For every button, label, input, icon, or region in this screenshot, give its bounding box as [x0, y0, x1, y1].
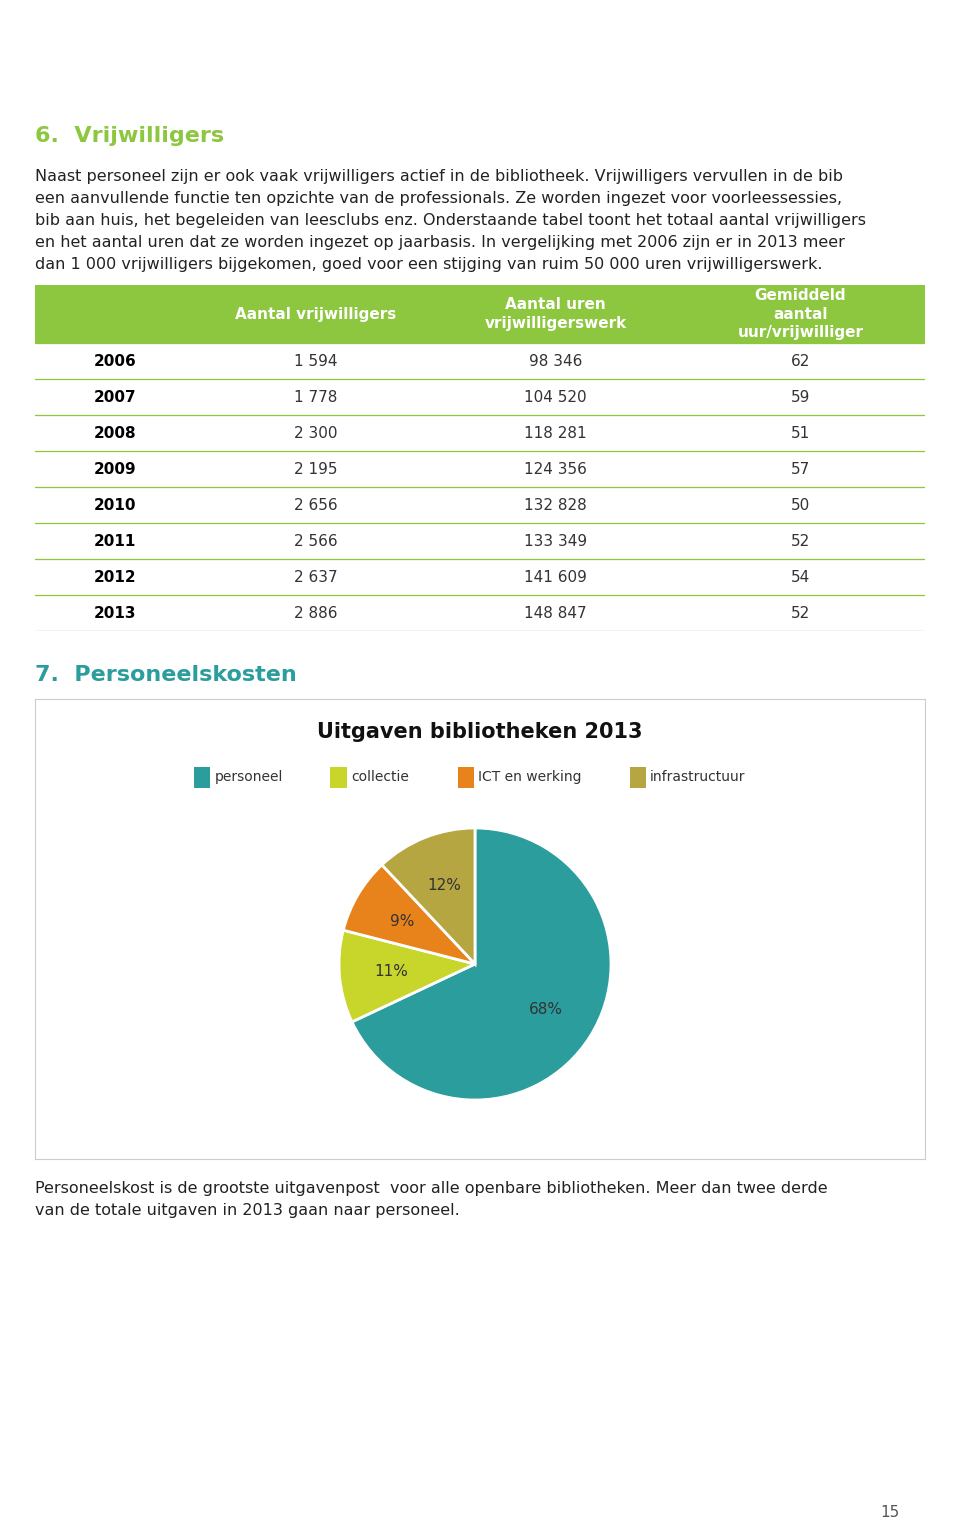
- Text: 51: 51: [791, 425, 810, 441]
- Text: 133 349: 133 349: [524, 533, 588, 548]
- FancyBboxPatch shape: [35, 522, 925, 559]
- Text: 68%: 68%: [529, 1001, 564, 1017]
- Text: el Werk: el Werk: [806, 86, 901, 106]
- Text: 2007: 2007: [94, 390, 136, 404]
- Text: 2 195: 2 195: [294, 461, 337, 476]
- Text: 1 594: 1 594: [294, 353, 337, 369]
- Text: collectie: collectie: [351, 770, 409, 785]
- FancyBboxPatch shape: [35, 559, 925, 594]
- Text: Aantal vrijwilligers: Aantal vrijwilligers: [235, 307, 396, 321]
- Bar: [458, 766, 474, 788]
- Text: 50: 50: [791, 498, 810, 513]
- Text: Uitgaven bibliotheken 2013: Uitgaven bibliotheken 2013: [317, 722, 643, 742]
- Text: 11%: 11%: [374, 965, 408, 980]
- Text: 98 346: 98 346: [529, 353, 583, 369]
- Text: Aantal uren
vrijwilligerswerk: Aantal uren vrijwilligerswerk: [485, 296, 627, 330]
- Text: 15: 15: [880, 1505, 900, 1521]
- FancyBboxPatch shape: [35, 452, 925, 487]
- Text: 2006: 2006: [94, 353, 136, 369]
- Text: agentschap: agentschap: [828, 17, 880, 26]
- Text: Gemiddeld
aantal
uur/vrijwilliger: Gemiddeld aantal uur/vrijwilliger: [737, 287, 863, 339]
- Wedge shape: [339, 931, 475, 1021]
- Text: 118 281: 118 281: [524, 425, 587, 441]
- Text: 2013: 2013: [94, 605, 136, 621]
- Text: 52: 52: [791, 533, 810, 548]
- Text: 148 847: 148 847: [524, 605, 587, 621]
- Text: Culture: Culture: [807, 61, 900, 81]
- Text: 6.  Vrijwilligers: 6. Vrijwilligers: [35, 126, 224, 146]
- Text: 2 566: 2 566: [294, 533, 337, 548]
- Bar: [330, 766, 347, 788]
- Text: 54: 54: [791, 570, 810, 585]
- Bar: [630, 766, 645, 788]
- Text: 7.  Personeelskosten: 7. Personeelskosten: [35, 665, 297, 685]
- Text: 2008: 2008: [94, 425, 136, 441]
- Text: en het aantal uren dat ze worden ingezet op jaarbasis. In vergelijking met 2006 : en het aantal uren dat ze worden ingezet…: [35, 235, 845, 250]
- Text: 2 886: 2 886: [294, 605, 337, 621]
- Text: Naast personeel zijn er ook vaak vrijwilligers actief in de bibliotheek. Vrijwil: Naast personeel zijn er ook vaak vrijwil…: [35, 169, 843, 184]
- Text: 132 828: 132 828: [524, 498, 587, 513]
- Text: 2011: 2011: [94, 533, 136, 548]
- Text: 2009: 2009: [94, 461, 136, 476]
- Text: 59: 59: [791, 390, 810, 404]
- Text: 57: 57: [791, 461, 810, 476]
- Text: ICT en werking: ICT en werking: [478, 770, 582, 785]
- FancyBboxPatch shape: [35, 594, 925, 631]
- Text: voor jeugd en volwassenen: voor jeugd en volwassenen: [802, 97, 906, 106]
- FancyBboxPatch shape: [35, 415, 925, 452]
- FancyBboxPatch shape: [35, 343, 925, 379]
- Text: 2012: 2012: [94, 570, 136, 585]
- Text: dan 1 000 vrijwilligers bijgekomen, goed voor een stijging van ruim 50 000 uren : dan 1 000 vrijwilligers bijgekomen, goed…: [35, 258, 823, 272]
- FancyBboxPatch shape: [35, 487, 925, 522]
- Text: 2010: 2010: [94, 498, 136, 513]
- Text: Personeelskost is de grootste uitgavenpost  voor alle openbare bibliotheken. Mee: Personeelskost is de grootste uitgavenpo…: [35, 1181, 828, 1197]
- Text: 2 656: 2 656: [294, 498, 337, 513]
- Text: 12%: 12%: [427, 879, 461, 892]
- Text: bib aan huis, het begeleiden van leesclubs enz. Onderstaande tabel toont het tot: bib aan huis, het begeleiden van leesclu…: [35, 214, 866, 229]
- Text: Sociaal-: Sociaal-: [804, 35, 903, 55]
- Text: 1 778: 1 778: [294, 390, 337, 404]
- Text: 9%: 9%: [390, 914, 415, 929]
- Text: 2 637: 2 637: [294, 570, 337, 585]
- Text: 52: 52: [791, 605, 810, 621]
- Text: 124 356: 124 356: [524, 461, 588, 476]
- Text: 2 300: 2 300: [294, 425, 337, 441]
- Text: van de totale uitgaven in 2013 gaan naar personeel.: van de totale uitgaven in 2013 gaan naar…: [35, 1204, 460, 1218]
- Wedge shape: [382, 828, 475, 965]
- FancyBboxPatch shape: [35, 379, 925, 415]
- Wedge shape: [344, 865, 475, 965]
- Text: 104 520: 104 520: [524, 390, 587, 404]
- Text: personeel: personeel: [215, 770, 283, 785]
- Text: 141 609: 141 609: [524, 570, 588, 585]
- Bar: [194, 766, 210, 788]
- Wedge shape: [352, 828, 611, 1100]
- Text: 62: 62: [791, 353, 810, 369]
- FancyBboxPatch shape: [35, 286, 925, 343]
- Text: infrastructuur: infrastructuur: [650, 770, 746, 785]
- Text: een aanvullende functie ten opzichte van de professionals. Ze worden ingezet voo: een aanvullende functie ten opzichte van…: [35, 192, 842, 206]
